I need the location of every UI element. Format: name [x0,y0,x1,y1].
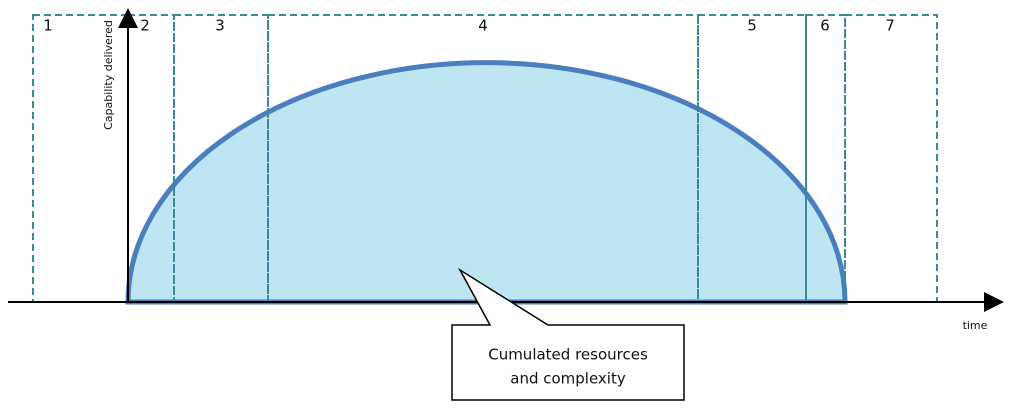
callout-text: and complexity [510,370,626,388]
callout-box [451,267,685,401]
x-axis-label: time [963,319,988,332]
phase-box [267,14,699,303]
y-axis-label: Capability delivered [102,20,115,130]
capability-curve [125,60,848,305]
phase-label: 5 [747,17,757,35]
phase-label: 3 [215,17,225,35]
phase-label: 1 [43,17,53,35]
phase-label: 2 [140,17,150,35]
callout-text: Cumulated resources [488,346,648,364]
phase-box [844,14,938,303]
phase-label: 4 [478,17,488,35]
phase-label: 6 [820,17,830,35]
phase-label: 7 [885,17,895,35]
